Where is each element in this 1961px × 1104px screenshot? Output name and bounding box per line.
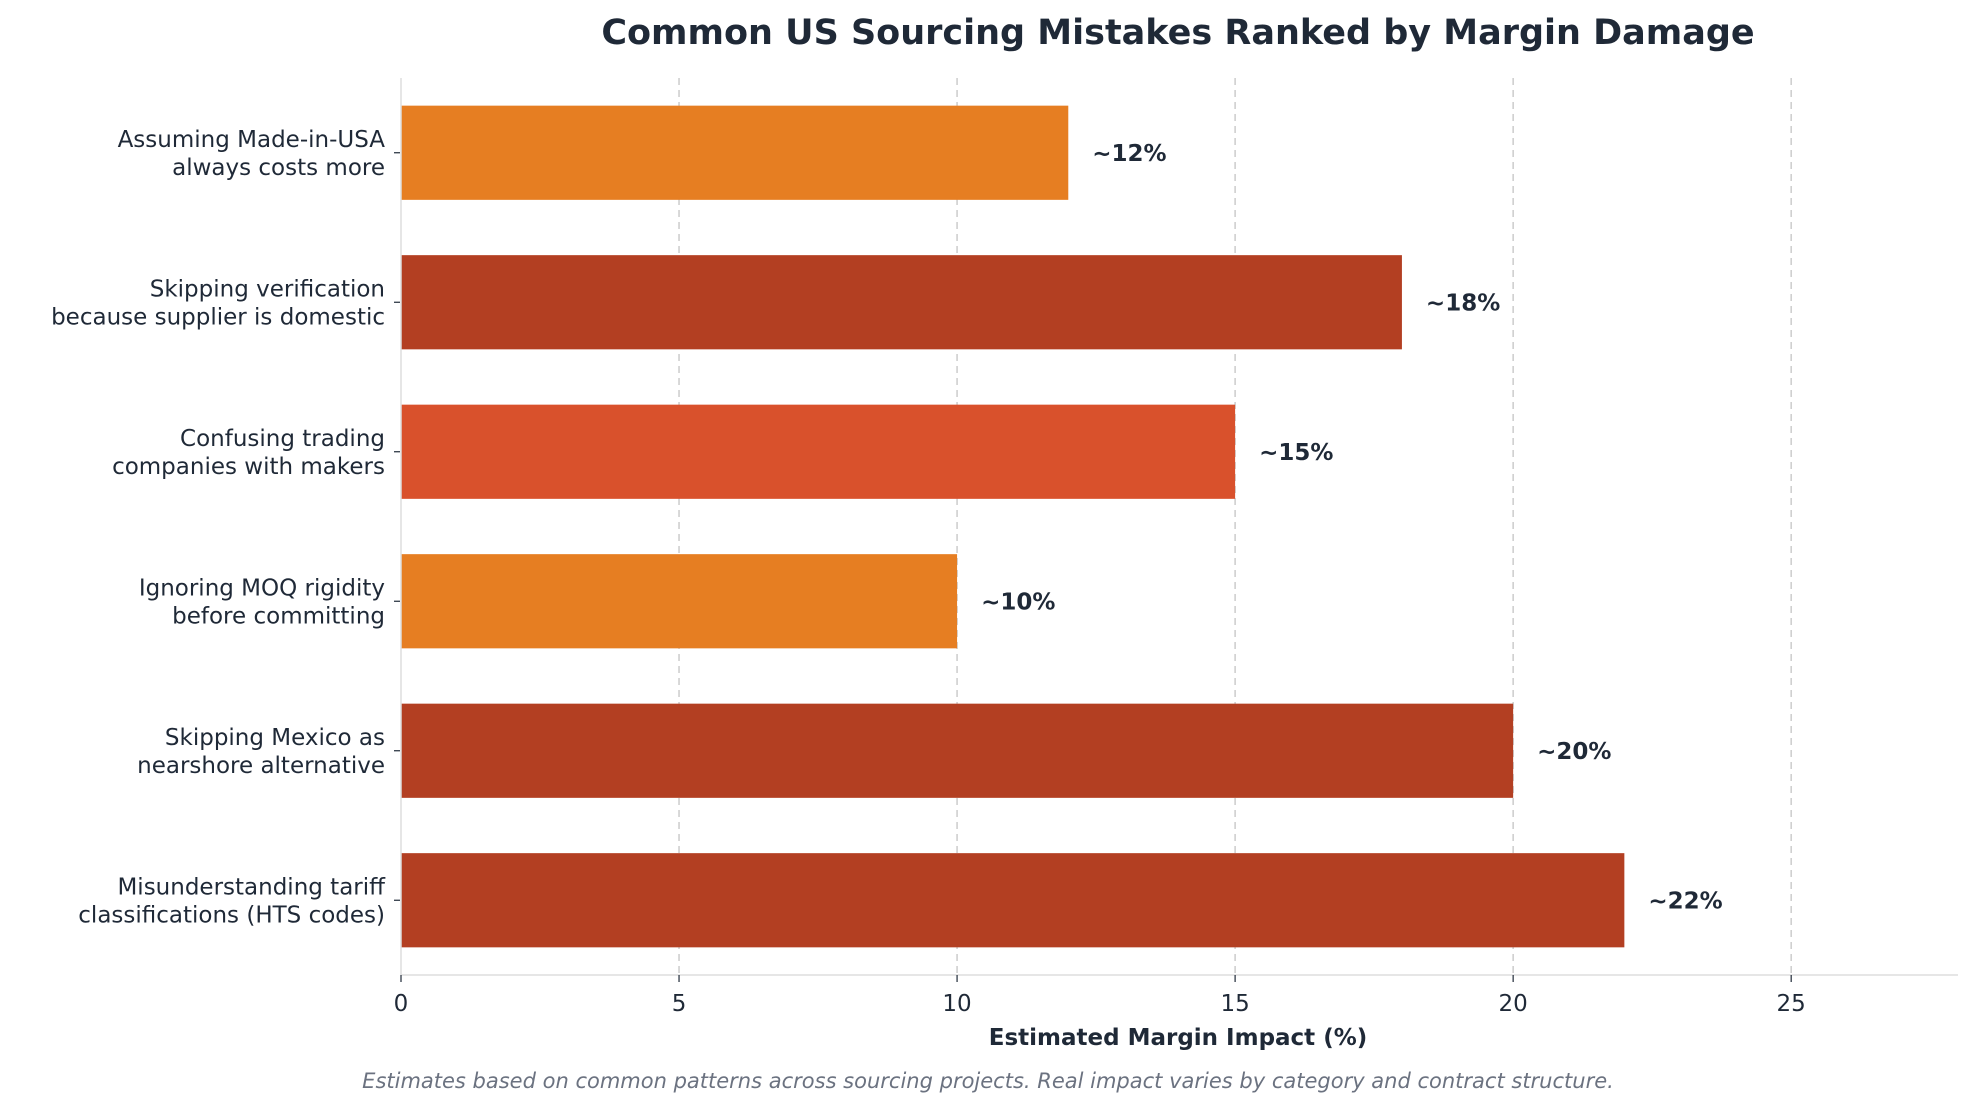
data-label: ~15% bbox=[1259, 440, 1333, 466]
chart-caption: Estimates based on common patterns acros… bbox=[362, 1069, 1614, 1093]
data-label: ~22% bbox=[1648, 888, 1722, 914]
category-label: always costs more bbox=[172, 155, 385, 181]
x-ticks: 0 5 10 15 20 25 bbox=[394, 975, 1806, 1017]
x-tick-label: 25 bbox=[1777, 991, 1806, 1017]
category-label: Confusing trading bbox=[180, 426, 385, 452]
data-label: ~20% bbox=[1537, 739, 1611, 765]
bar bbox=[401, 853, 1625, 948]
data-label: ~12% bbox=[1092, 141, 1166, 167]
x-tick-label: 10 bbox=[942, 991, 971, 1017]
category-label: Skipping Mexico as bbox=[165, 725, 385, 751]
chart-title: Common US Sourcing Mistakes Ranked by Ma… bbox=[601, 13, 1754, 53]
category-label: classifications (HTS codes) bbox=[78, 902, 385, 928]
grid bbox=[678, 78, 1792, 975]
x-tick-label: 15 bbox=[1220, 991, 1249, 1017]
x-axis-label: Estimated Margin Impact (%) bbox=[989, 1025, 1368, 1051]
x-tick-label: 20 bbox=[1499, 991, 1528, 1017]
bars: ~12% ~18% ~15% ~10% ~20% ~22% bbox=[401, 105, 1723, 948]
category-label: because supplier is domestic bbox=[51, 304, 385, 330]
category-label: Ignoring MOQ rigidity bbox=[139, 575, 385, 601]
category-label: before committing bbox=[172, 603, 385, 629]
data-label: ~10% bbox=[981, 589, 1055, 615]
bar bbox=[401, 105, 1069, 200]
category-label: Skipping verification bbox=[150, 276, 385, 302]
bar bbox=[401, 554, 958, 649]
axes bbox=[394, 78, 1958, 976]
category-label: Assuming Made-in-USA bbox=[118, 127, 386, 153]
category-label: Misunderstanding tariff bbox=[117, 874, 386, 900]
x-tick-label: 0 bbox=[394, 991, 409, 1017]
bar bbox=[401, 404, 1236, 499]
bar bbox=[401, 255, 1402, 350]
x-tick-label: 5 bbox=[672, 991, 687, 1017]
bar bbox=[401, 703, 1514, 798]
category-label: nearshore alternative bbox=[137, 753, 385, 779]
category-label: companies with makers bbox=[112, 454, 385, 480]
data-label: ~18% bbox=[1426, 290, 1500, 316]
